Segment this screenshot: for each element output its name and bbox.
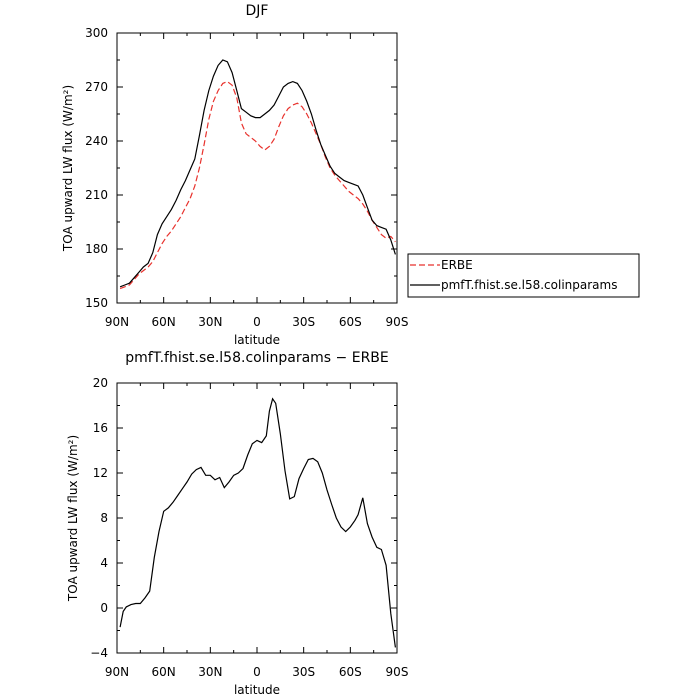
top-x-tick-label: 90N	[105, 315, 129, 329]
top-y-tick-label: 240	[85, 134, 108, 148]
top-y-tick-label: 150	[85, 296, 108, 310]
bottom-y-tick-label: 0	[100, 601, 108, 615]
bottom-x-tick-label: 30N	[198, 665, 222, 679]
top-plot-frame	[116, 32, 398, 304]
bottom-x-tick-label: 0	[253, 665, 261, 679]
legend: ERBE pmfT.fhist.se.l58.colinparams	[407, 253, 640, 298]
top-x-tick-label: 60N	[152, 315, 176, 329]
top-y-tick-label: 180	[85, 242, 108, 256]
bottom-y-tick-label: 20	[93, 376, 108, 390]
bottom-x-tick-label: 30S	[292, 665, 315, 679]
bottom-y-tick-label: −4	[90, 646, 108, 660]
bottom-y-axis-label: TOA upward LW flux (W/m²)	[66, 435, 80, 602]
bottom-y-tick-label: 16	[93, 421, 108, 435]
top-y-tick-label: 210	[85, 188, 108, 202]
top-x-tick-label: 90S	[386, 315, 409, 329]
top-series-line-erbe	[119, 80, 396, 290]
top-x-tick-label: 30N	[198, 315, 222, 329]
bottom-chart-title: pmfT.fhist.se.l58.colinparams − ERBE	[125, 350, 389, 366]
bottom-y-tick-label: 4	[100, 556, 108, 570]
bottom-panel: pmfT.fhist.se.l58.colinparams − ERBE lat…	[66, 350, 408, 697]
bottom-y-tick-label: 8	[100, 511, 108, 525]
bottom-y-tick-label: 12	[93, 466, 108, 480]
bottom-x-tick-label: 60S	[339, 665, 362, 679]
bottom-x-tick-label: 60N	[152, 665, 176, 679]
bottom-series-line-difference	[119, 397, 396, 648]
top-x-tick-label: 0	[253, 315, 261, 329]
bottom-plot-frame	[116, 382, 398, 654]
top-x-axis-label: latitude	[234, 333, 280, 347]
top-x-tick-label: 60S	[339, 315, 362, 329]
bottom-x-axis-label: latitude	[234, 683, 280, 697]
bottom-x-tick-label: 90S	[386, 665, 409, 679]
bottom-x-tick-label: 90N	[105, 665, 129, 679]
legend-label-1: pmfT.fhist.se.l58.colinparams	[441, 278, 617, 292]
top-x-tick-label: 30S	[292, 315, 315, 329]
top-y-axis-label: TOA upward LW flux (W/m²)	[61, 85, 75, 252]
top-chart-title: DJF	[246, 3, 269, 19]
top-panel: DJF latitude TOA upward LW flux (W/m²) E…	[61, 3, 640, 347]
top-y-tick-label: 270	[85, 80, 108, 94]
top-series-line-pmft-fhist-se-l58-colinparams	[119, 59, 396, 288]
legend-box	[407, 253, 640, 298]
top-y-tick-label: 300	[85, 26, 108, 40]
legend-label-0: ERBE	[441, 258, 473, 272]
